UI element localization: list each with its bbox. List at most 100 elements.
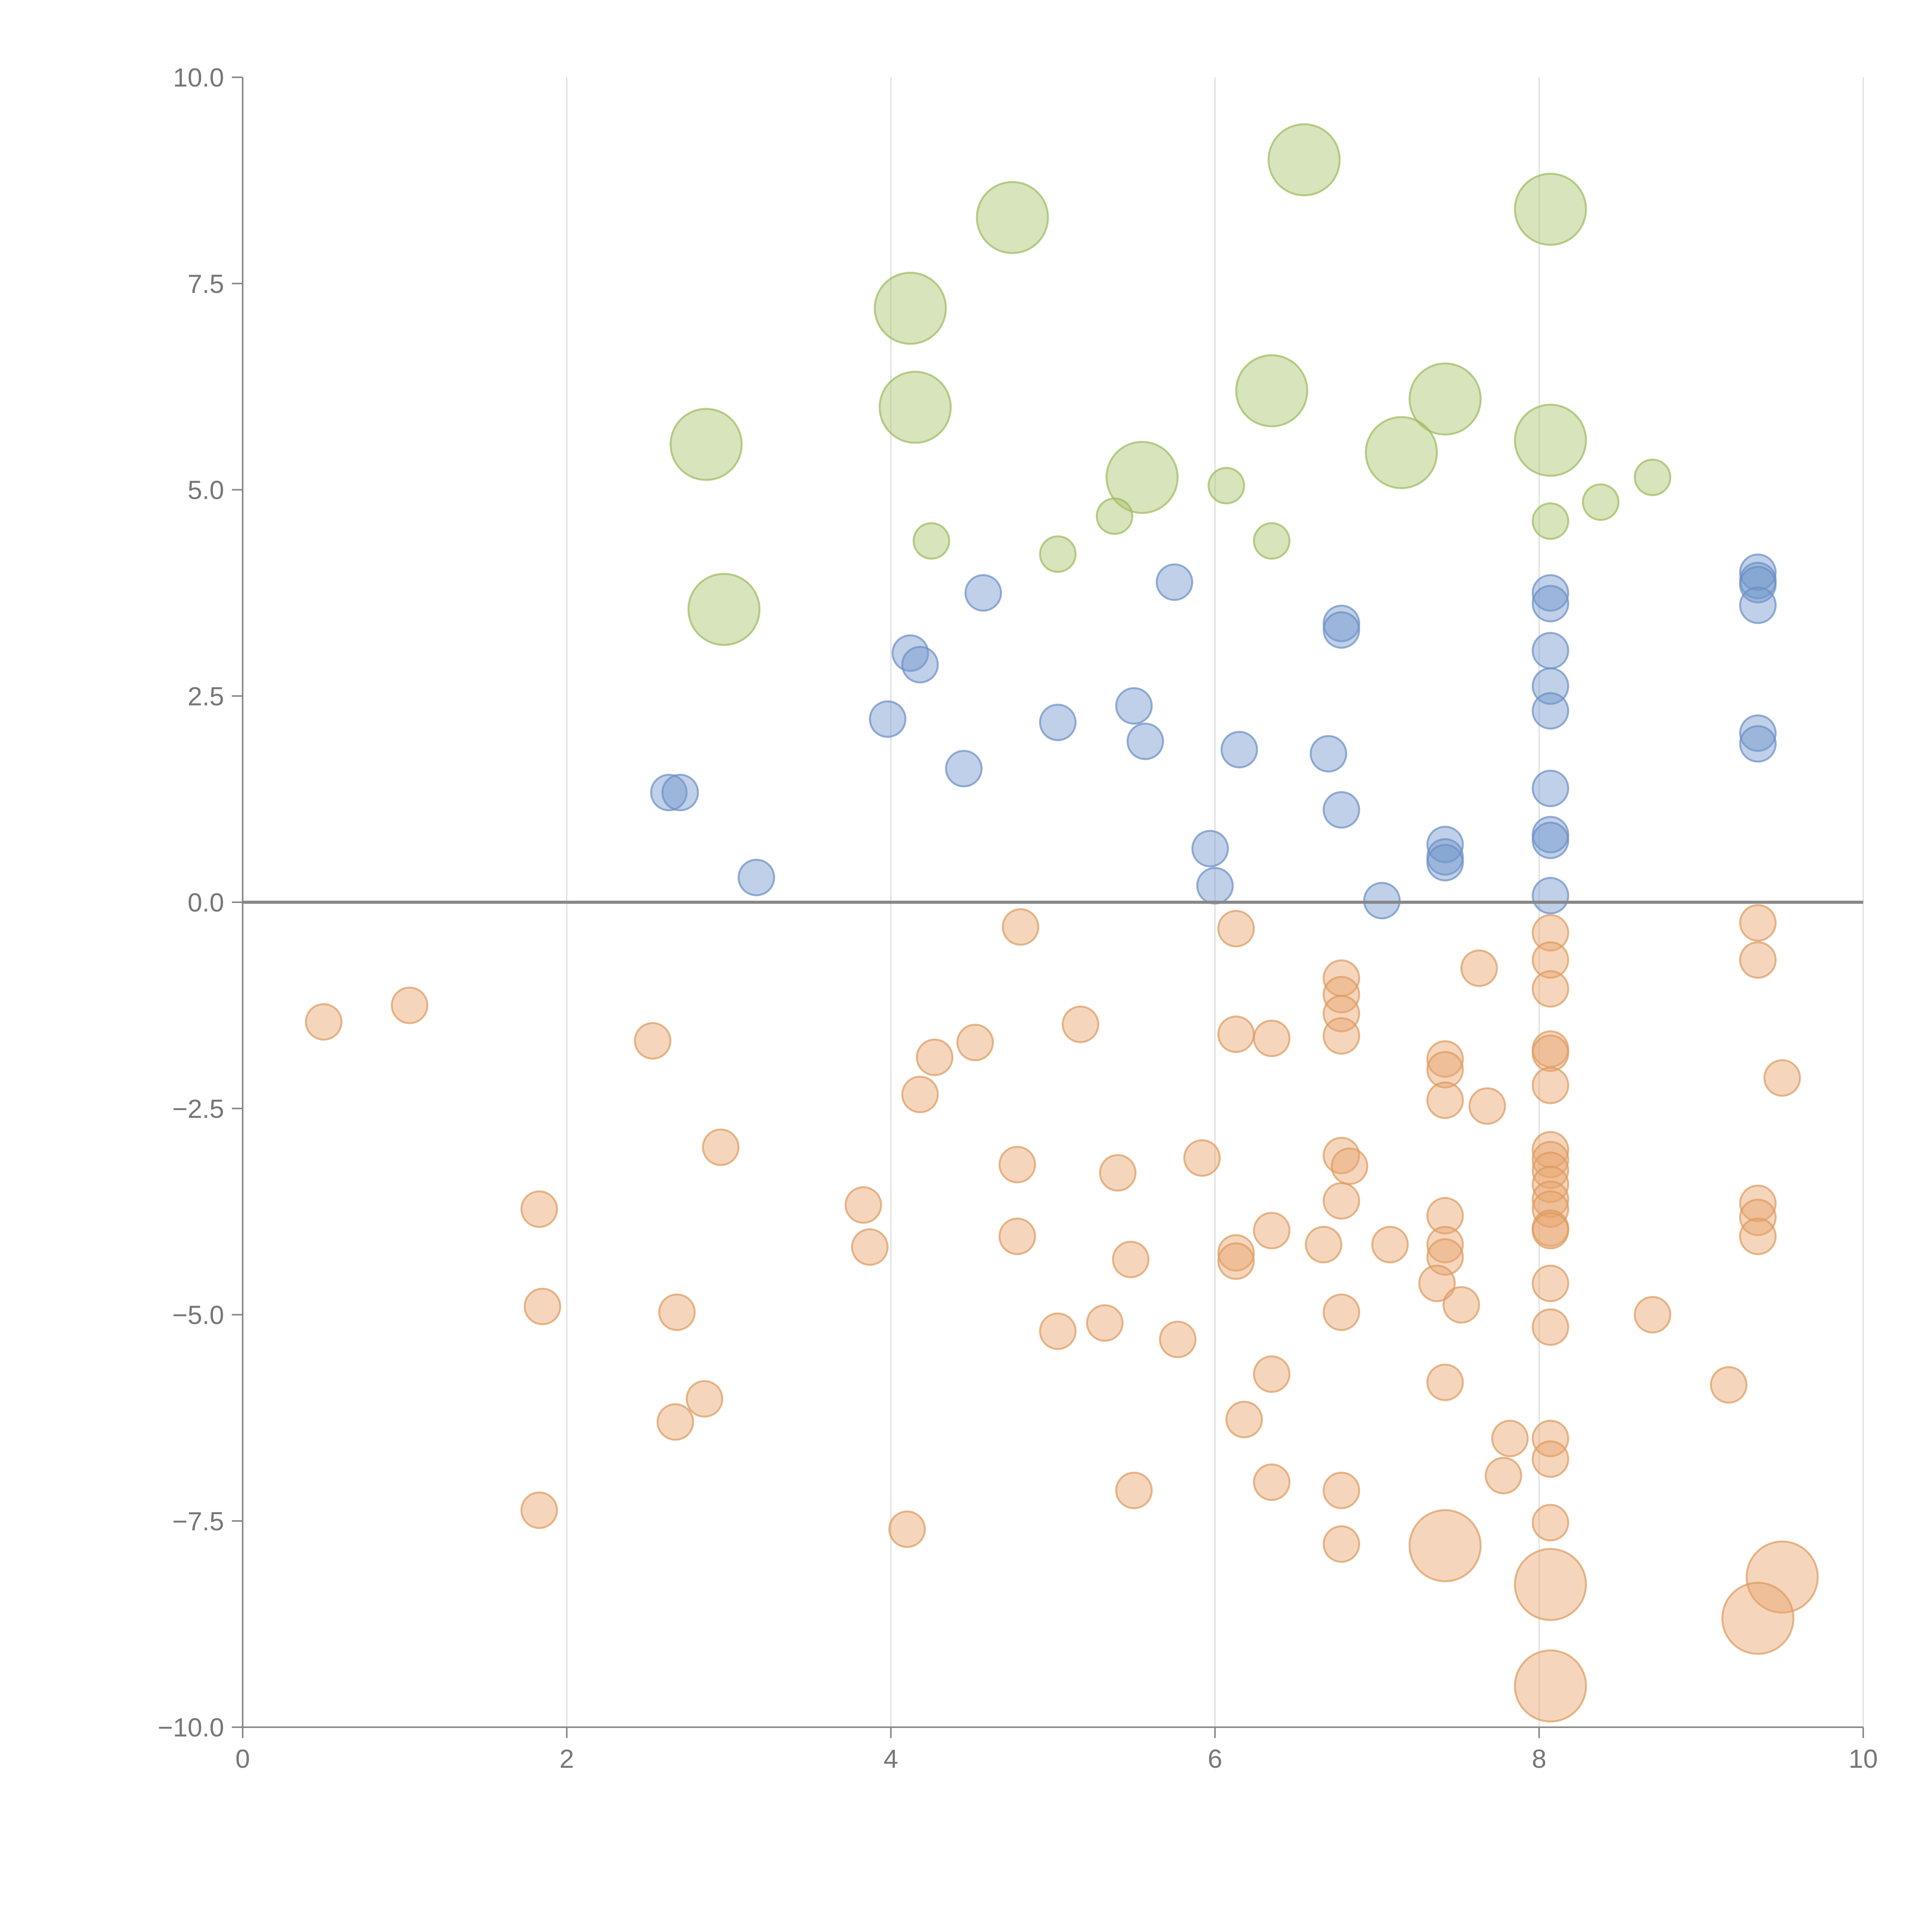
data-point xyxy=(1323,976,1361,1014)
data-point xyxy=(1426,1226,1464,1264)
data-point xyxy=(661,774,699,811)
data-point xyxy=(1582,483,1620,521)
data-point xyxy=(1105,440,1179,514)
data-point xyxy=(1739,904,1777,942)
data-point xyxy=(1039,1312,1077,1350)
data-point xyxy=(1115,687,1153,725)
data-point xyxy=(1253,522,1291,560)
data-point xyxy=(891,634,929,672)
data-point xyxy=(1183,1139,1221,1177)
data-point xyxy=(1532,1420,1570,1458)
data-point xyxy=(1426,1081,1464,1119)
data-point xyxy=(901,1075,939,1113)
data-point xyxy=(1061,1005,1099,1043)
data-point xyxy=(888,1510,926,1548)
data-point xyxy=(1514,1548,1587,1621)
data-point xyxy=(687,573,761,646)
data-point xyxy=(1095,497,1133,535)
data-point xyxy=(1323,995,1361,1032)
data-point xyxy=(1323,791,1361,829)
data-point xyxy=(1418,1264,1456,1302)
data-point xyxy=(1634,1296,1672,1333)
data-point xyxy=(1217,1234,1255,1272)
data-point xyxy=(1485,1457,1522,1495)
data-point xyxy=(1159,1321,1197,1359)
data-point xyxy=(1763,1059,1801,1097)
y-tick-label: 7.5 xyxy=(187,269,224,299)
data-point xyxy=(1532,914,1570,952)
data-point xyxy=(1491,1420,1529,1458)
data-point xyxy=(1371,1226,1409,1264)
y-tick-label: 2.5 xyxy=(187,682,224,711)
data-point xyxy=(658,1293,696,1331)
data-point xyxy=(656,1403,694,1441)
y-tick-label: 0.0 xyxy=(187,888,224,917)
data-point xyxy=(1323,1293,1361,1331)
data-point xyxy=(702,1128,740,1166)
data-point xyxy=(305,1003,343,1041)
data-point xyxy=(1426,844,1464,882)
data-point xyxy=(1002,908,1039,946)
data-point xyxy=(1532,1066,1570,1104)
data-point xyxy=(1745,1540,1819,1614)
data-point xyxy=(998,1146,1036,1184)
x-tick-label: 8 xyxy=(1532,1744,1546,1774)
data-point xyxy=(737,859,775,896)
data-point xyxy=(1217,1015,1255,1053)
data-point xyxy=(1323,611,1361,649)
data-point xyxy=(524,1287,561,1325)
data-point xyxy=(1086,1304,1124,1342)
data-point xyxy=(520,1491,558,1529)
data-point xyxy=(1532,632,1570,670)
data-point xyxy=(1532,877,1570,915)
data-point xyxy=(1217,1242,1255,1280)
x-tick-label: 0 xyxy=(235,1744,250,1774)
data-point xyxy=(1253,1019,1291,1057)
data-point xyxy=(1634,458,1672,496)
data-point xyxy=(1310,735,1347,773)
data-point xyxy=(1532,1212,1570,1250)
data-point xyxy=(1323,1017,1361,1055)
data-point xyxy=(1126,723,1164,760)
data-point xyxy=(1323,1471,1361,1509)
y-tick-label: −5.0 xyxy=(172,1301,224,1330)
data-point xyxy=(1532,1034,1570,1072)
data-point xyxy=(998,1218,1036,1255)
data-point xyxy=(1514,1649,1587,1723)
data-point xyxy=(1267,123,1341,196)
data-point xyxy=(1039,704,1077,742)
data-point xyxy=(1253,1463,1291,1501)
data-point xyxy=(1115,1471,1153,1509)
data-point xyxy=(1235,354,1308,427)
data-point xyxy=(1532,769,1570,807)
data-point xyxy=(879,371,952,444)
data-point xyxy=(1304,1226,1342,1264)
data-point xyxy=(1196,867,1234,905)
data-point xyxy=(1156,563,1194,601)
data-point xyxy=(912,522,950,560)
data-point xyxy=(901,646,939,684)
data-point xyxy=(1039,535,1077,573)
data-point xyxy=(1532,1264,1570,1302)
data-point xyxy=(1710,1366,1748,1404)
data-point xyxy=(1739,566,1777,604)
data-point xyxy=(1426,1364,1464,1401)
data-point xyxy=(1739,1184,1777,1222)
data-point xyxy=(1363,882,1401,920)
data-point xyxy=(874,272,947,345)
data-point xyxy=(1532,821,1570,859)
data-point xyxy=(844,1186,882,1224)
data-point xyxy=(1253,1355,1291,1393)
data-point xyxy=(1468,1087,1506,1125)
data-point xyxy=(1532,1440,1570,1478)
data-point xyxy=(685,1380,723,1418)
data-point xyxy=(1408,1509,1482,1582)
ticks: 0 2 4 6 8 10 10.0 7.5 5.0 2.5 0.0 −2.5 −5.0 −7.5 −10.0 xyxy=(158,63,1878,1774)
data-point xyxy=(956,1024,994,1061)
data-point xyxy=(1739,1218,1777,1255)
data-point xyxy=(650,774,688,811)
y-tick-label: −2.5 xyxy=(172,1094,224,1124)
data-point xyxy=(1460,949,1498,987)
data-point xyxy=(1253,1212,1291,1250)
